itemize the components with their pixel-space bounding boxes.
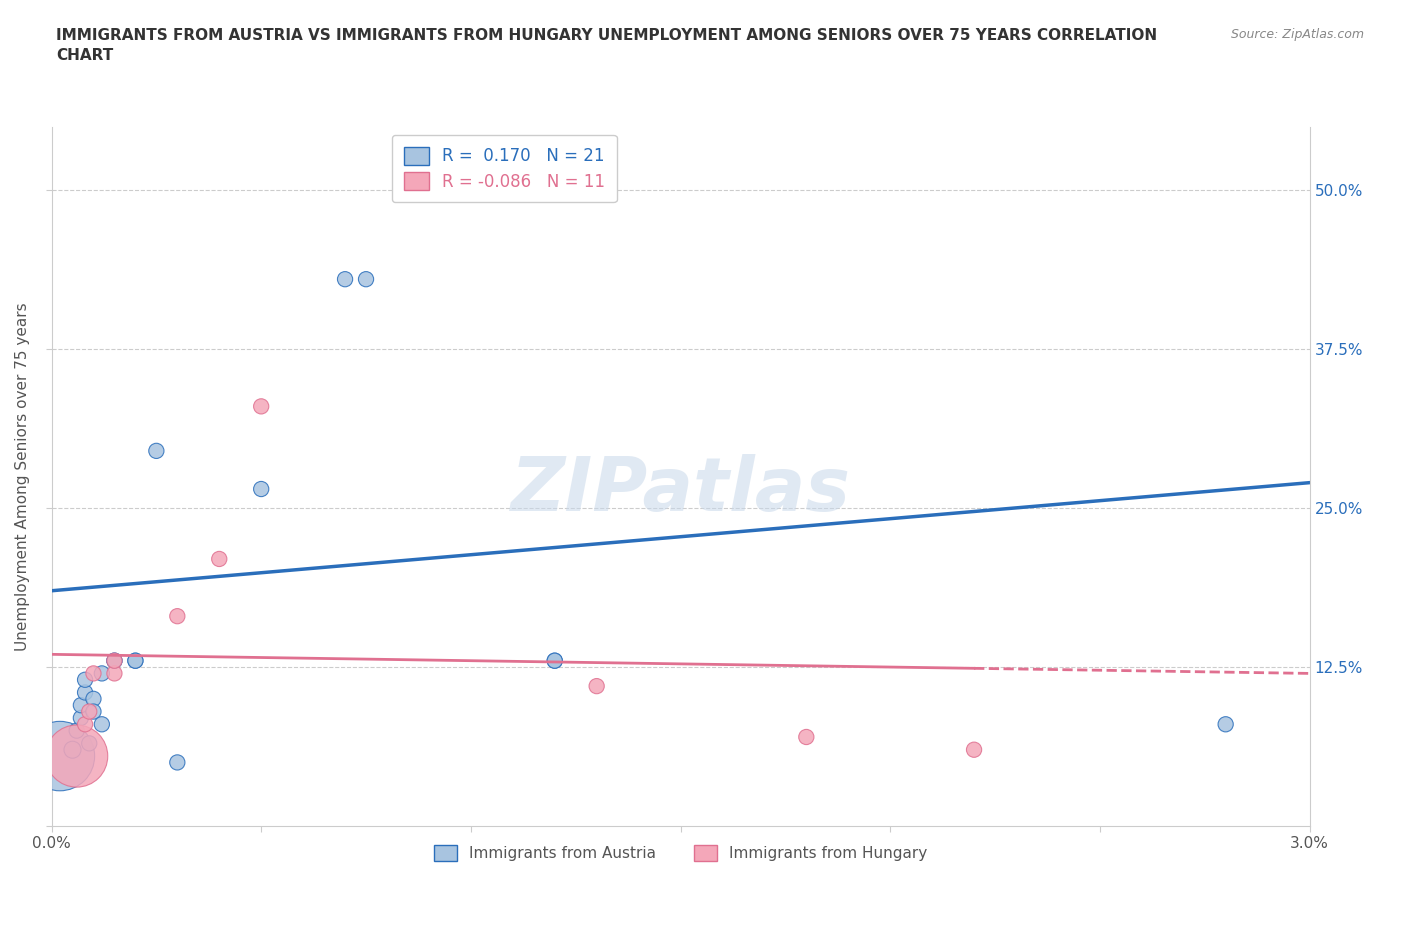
Point — [75, 685, 97, 700]
Text: Source: ZipAtlas.com: Source: ZipAtlas.com — [1230, 28, 1364, 41]
Point — [103, 653, 125, 668]
Point — [1215, 717, 1237, 732]
Point — [544, 653, 567, 668]
Point — [544, 653, 567, 668]
Y-axis label: Unemployment Among Seniors over 75 years: Unemployment Among Seniors over 75 years — [15, 302, 30, 651]
Point — [124, 653, 146, 668]
Point — [90, 666, 112, 681]
Legend: Immigrants from Austria, Immigrants from Hungary: Immigrants from Austria, Immigrants from… — [427, 839, 934, 868]
Point — [103, 653, 125, 668]
Point — [62, 742, 84, 757]
Point — [103, 653, 125, 668]
Point — [90, 717, 112, 732]
Point — [77, 704, 100, 719]
Point — [166, 755, 188, 770]
Point — [75, 672, 97, 687]
Text: IMMIGRANTS FROM AUSTRIA VS IMMIGRANTS FROM HUNGARY UNEMPLOYMENT AMONG SENIORS OV: IMMIGRANTS FROM AUSTRIA VS IMMIGRANTS FR… — [56, 28, 1157, 62]
Text: ZIPatlas: ZIPatlas — [510, 454, 851, 526]
Point — [166, 609, 188, 624]
Point — [250, 482, 273, 497]
Point — [82, 704, 104, 719]
Point — [70, 698, 93, 712]
Point — [963, 742, 986, 757]
Point — [208, 551, 231, 566]
Point — [794, 729, 817, 744]
Point — [66, 724, 89, 738]
Point — [333, 272, 356, 286]
Point — [103, 666, 125, 681]
Point — [145, 444, 167, 458]
Point — [585, 679, 607, 694]
Point — [354, 272, 377, 286]
Point — [70, 711, 93, 725]
Point — [82, 666, 104, 681]
Point — [66, 749, 89, 764]
Point — [250, 399, 273, 414]
Point — [49, 749, 72, 764]
Point — [124, 653, 146, 668]
Point — [82, 691, 104, 706]
Point — [75, 717, 97, 732]
Point — [77, 736, 100, 751]
